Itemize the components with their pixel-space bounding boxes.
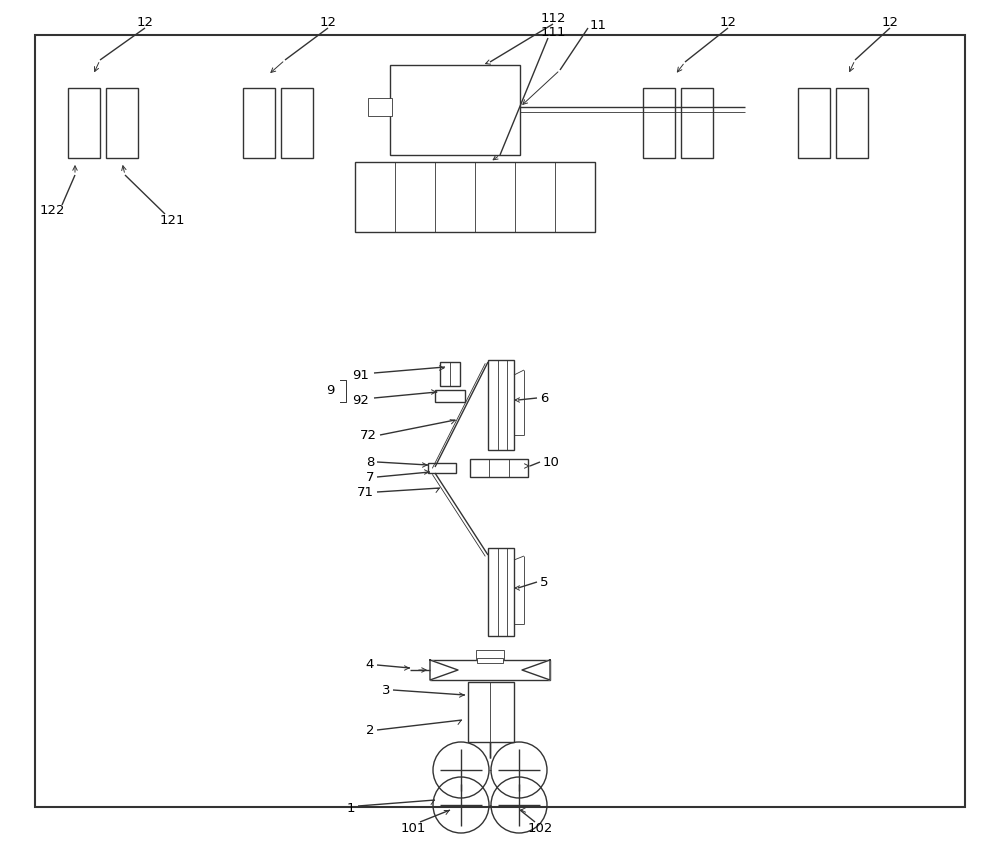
- Bar: [68, 88, 100, 158]
- Text: 111: 111: [540, 25, 566, 39]
- Text: 101: 101: [400, 822, 426, 834]
- Text: 1: 1: [347, 802, 355, 814]
- Bar: [477, 658, 503, 663]
- Bar: [476, 650, 504, 660]
- Text: 102: 102: [527, 822, 553, 834]
- Bar: [468, 682, 514, 742]
- Text: 122: 122: [39, 204, 65, 216]
- Bar: [643, 88, 675, 158]
- Text: 12: 12: [882, 15, 898, 29]
- Text: 71: 71: [357, 486, 374, 498]
- Bar: [368, 98, 392, 116]
- Text: 11: 11: [590, 19, 607, 31]
- Text: 10: 10: [543, 456, 560, 468]
- Bar: [281, 88, 313, 158]
- Text: 12: 12: [720, 15, 736, 29]
- Text: 91: 91: [352, 369, 369, 381]
- Bar: [470, 459, 528, 477]
- Text: 72: 72: [360, 429, 377, 441]
- Bar: [836, 88, 868, 158]
- Text: 4: 4: [366, 658, 374, 672]
- Polygon shape: [522, 660, 550, 680]
- Text: 12: 12: [137, 15, 154, 29]
- Bar: [430, 660, 550, 680]
- Bar: [106, 88, 138, 158]
- Text: 112: 112: [540, 12, 566, 24]
- Bar: [428, 463, 456, 473]
- Text: 7: 7: [366, 471, 374, 483]
- Bar: [435, 390, 465, 402]
- Bar: [798, 88, 830, 158]
- Text: 5: 5: [540, 575, 548, 589]
- Text: 6: 6: [540, 392, 548, 404]
- Bar: [243, 88, 275, 158]
- Bar: [488, 360, 514, 450]
- Polygon shape: [430, 660, 458, 680]
- Bar: [681, 88, 713, 158]
- Text: 2: 2: [366, 723, 374, 737]
- Text: 3: 3: [382, 684, 390, 696]
- Bar: [488, 548, 514, 636]
- Bar: [355, 162, 595, 232]
- Text: 92: 92: [352, 393, 369, 407]
- Text: 8: 8: [366, 456, 374, 468]
- Text: 12: 12: [320, 15, 337, 29]
- Bar: [440, 362, 460, 386]
- Text: 121: 121: [159, 214, 185, 226]
- Bar: [390, 65, 520, 155]
- Text: 9: 9: [326, 383, 334, 397]
